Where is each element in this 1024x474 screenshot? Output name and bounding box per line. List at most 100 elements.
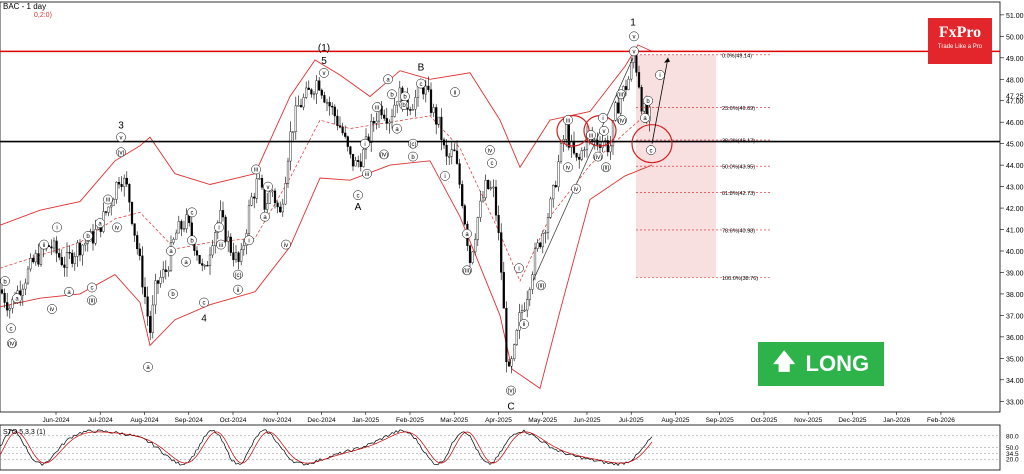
y-tick-label: 35.00 (1006, 356, 1024, 363)
candle-body (531, 274, 534, 290)
candle-body (435, 107, 438, 125)
candle-body (388, 121, 391, 124)
wave-circle (87, 295, 97, 306)
candle-body (136, 235, 139, 250)
wave-label: C (507, 402, 514, 413)
long-badge: 🡅 LONG (758, 342, 884, 386)
candle-body (177, 221, 180, 234)
candle-body (190, 222, 193, 238)
candle-body (437, 116, 440, 125)
candle-body (549, 198, 552, 218)
wave-circle (233, 269, 243, 280)
candle-body (258, 178, 261, 180)
wave-circle (629, 31, 639, 42)
x-tick-label: Mar-2025 (440, 417, 468, 424)
candle-body (354, 160, 357, 167)
candle-body (513, 344, 516, 360)
wave-circle (353, 190, 363, 201)
wave-label: v (633, 50, 636, 56)
candle-body (349, 146, 352, 155)
x-tick-label: Aug-2025 (661, 417, 690, 424)
candle-body (640, 86, 643, 112)
bollinger-upper (0, 44, 653, 226)
candle-body (539, 242, 542, 248)
candle-body (289, 131, 292, 162)
candle-body (284, 183, 287, 205)
candle-body (276, 202, 279, 208)
candle-body (448, 156, 451, 158)
candle-body (440, 116, 443, 140)
candle-body (310, 89, 313, 95)
current-price-label: 47.25 (1006, 93, 1024, 100)
candle-body (455, 150, 459, 164)
wave-label: (b) (400, 103, 407, 109)
wave-circle (640, 113, 650, 123)
wave-label: b (3, 279, 7, 285)
candle-body (292, 131, 295, 133)
wave-label: ii (454, 90, 457, 96)
wave-circle (617, 115, 627, 125)
candle-body (266, 203, 269, 210)
x-tick-label: Apr-2025 (485, 417, 512, 424)
wave-label: A (355, 202, 362, 213)
candle-body (201, 263, 204, 266)
candle-body (180, 221, 183, 230)
wave-circle (52, 222, 62, 233)
wave-label: a (263, 215, 267, 221)
candle-body (151, 304, 154, 333)
candle-body (0, 289, 4, 294)
candle-body (172, 238, 175, 243)
candle-body (624, 86, 628, 90)
candle-body (68, 251, 71, 254)
candle-body (94, 229, 97, 244)
candle-body (505, 308, 508, 363)
candlesticks (0, 48, 651, 374)
wave-circle (598, 113, 608, 123)
candle-body (120, 184, 123, 187)
wave-label: (1) (318, 43, 330, 54)
x-tick-label: Jan-2025 (352, 417, 379, 424)
candle-body (302, 97, 305, 108)
candle-body (544, 232, 547, 234)
y-tick-label: 44.00 (1006, 163, 1024, 170)
candle-body (232, 252, 235, 261)
candle-body (541, 233, 544, 248)
candle-body (110, 205, 113, 208)
candle-body (206, 264, 209, 267)
x-tick-label: Dec-2024 (307, 417, 336, 424)
wave-circle (629, 46, 639, 57)
candle-body (167, 270, 170, 272)
bollinger-bands (0, 44, 653, 390)
wave-circle (95, 218, 105, 228)
candle-body (323, 95, 326, 103)
candle-body (219, 210, 222, 223)
x-tick-label: May-2025 (528, 417, 557, 424)
wave-label: ii (237, 288, 240, 294)
candle-body (617, 102, 620, 114)
candle-body (247, 205, 251, 234)
candle-body (471, 251, 474, 263)
candle-body (21, 288, 24, 296)
wave-circle (12, 293, 22, 304)
wave-label: v (323, 71, 326, 77)
candle-body (263, 187, 266, 210)
candle-body (341, 127, 344, 134)
candle-body (104, 211, 108, 213)
wave-label: a (169, 249, 173, 255)
wave-label: b (390, 93, 394, 99)
wave-circle (233, 284, 243, 295)
fib-label: 38.2%(45.17) (722, 139, 755, 145)
wave-circle (387, 89, 397, 100)
wave-label: iv (574, 187, 578, 193)
wave-circle (244, 235, 254, 246)
stochastic-label: STO 5,3,3 (1) (3, 429, 46, 436)
candle-body (596, 139, 599, 145)
wave-label: c (191, 211, 194, 217)
candle-body (487, 179, 490, 189)
candle-body (520, 310, 524, 313)
candle-body (325, 101, 329, 104)
candle-body (26, 268, 30, 284)
candle-body (572, 141, 576, 154)
x-tick-label: Oct-2024 (220, 417, 247, 424)
